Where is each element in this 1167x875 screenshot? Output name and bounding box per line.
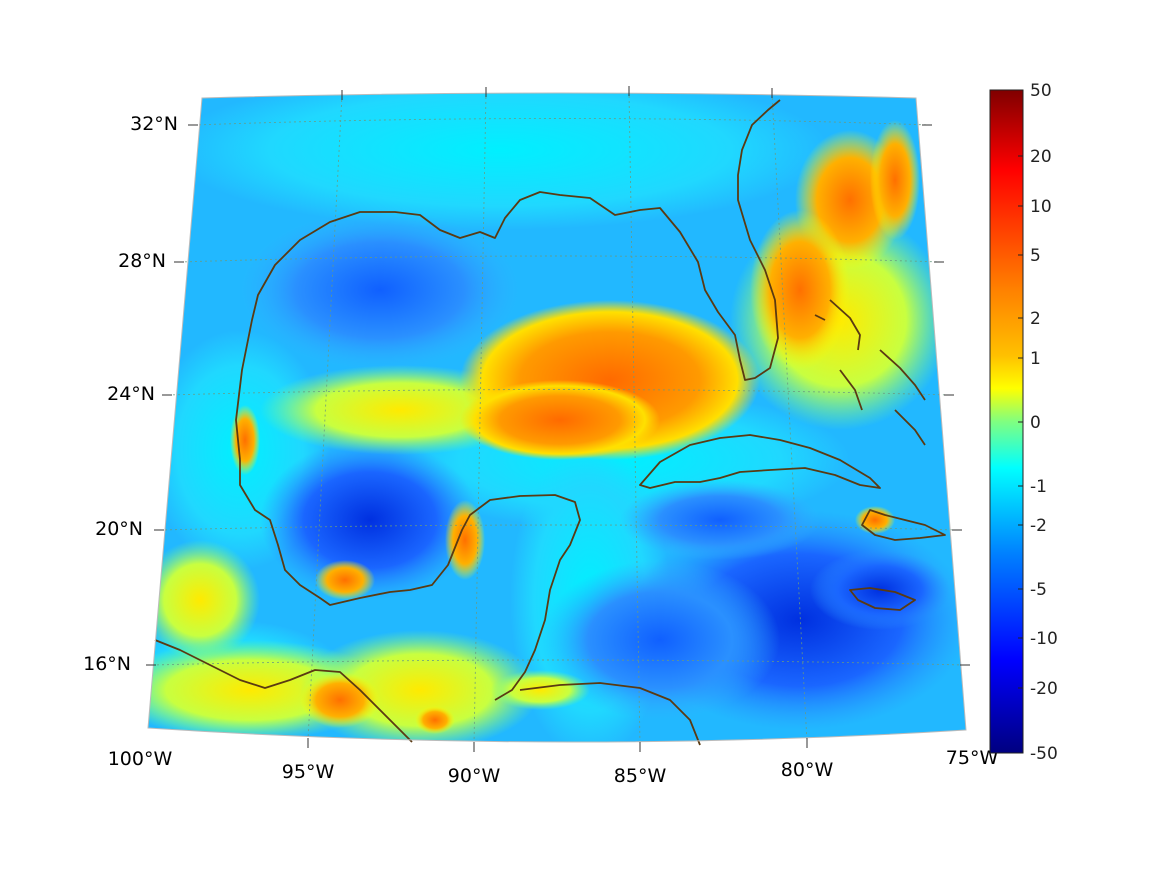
colorbar-tick-label: -5 (1030, 580, 1047, 600)
coastlines (154, 99, 946, 746)
lat-label: 28°N (118, 250, 166, 272)
colorbar-tick-label: 2 (1030, 309, 1041, 329)
lon-label: 95°W (282, 761, 335, 783)
lat-label: 16°N (83, 653, 131, 675)
lat-label: 24°N (107, 383, 155, 405)
lon-label: 100°W (108, 748, 173, 770)
lat-label: 20°N (95, 518, 143, 540)
colorbar-tick-label: 0 (1030, 413, 1041, 433)
colorbar-tick-label: 1 (1030, 349, 1041, 369)
frame-ticks (146, 86, 970, 752)
colorbar-tick-label: 20 (1030, 147, 1052, 167)
colorbar-tick-label: 10 (1030, 197, 1052, 217)
data-field (148, 93, 966, 743)
colorbar-tick-label: 50 (1030, 81, 1052, 101)
colorbar-tick-label: -1 (1030, 477, 1047, 497)
latitude-labels: 32°N 28°N 24°N 20°N 16°N (83, 113, 178, 675)
colorbar-tick-label: -10 (1030, 629, 1058, 649)
lat-label: 32°N (130, 113, 178, 135)
lon-label: 80°W (781, 759, 834, 781)
gridlines (151, 90, 965, 747)
colorbar-tick-label: -50 (1030, 744, 1058, 764)
longitude-labels: 100°W 95°W 90°W 85°W 80°W 75°W (108, 747, 999, 787)
lon-label: 85°W (614, 765, 667, 787)
colorbar-tick-label: 5 (1030, 246, 1041, 266)
map-frame (147, 92, 967, 743)
lon-label: 75°W (946, 747, 999, 769)
colorbar-tick-label: -20 (1030, 679, 1058, 699)
colorbar-tick-label: -2 (1030, 516, 1047, 536)
lon-label: 90°W (448, 765, 501, 787)
colorbar-gradient (989, 89, 1024, 754)
